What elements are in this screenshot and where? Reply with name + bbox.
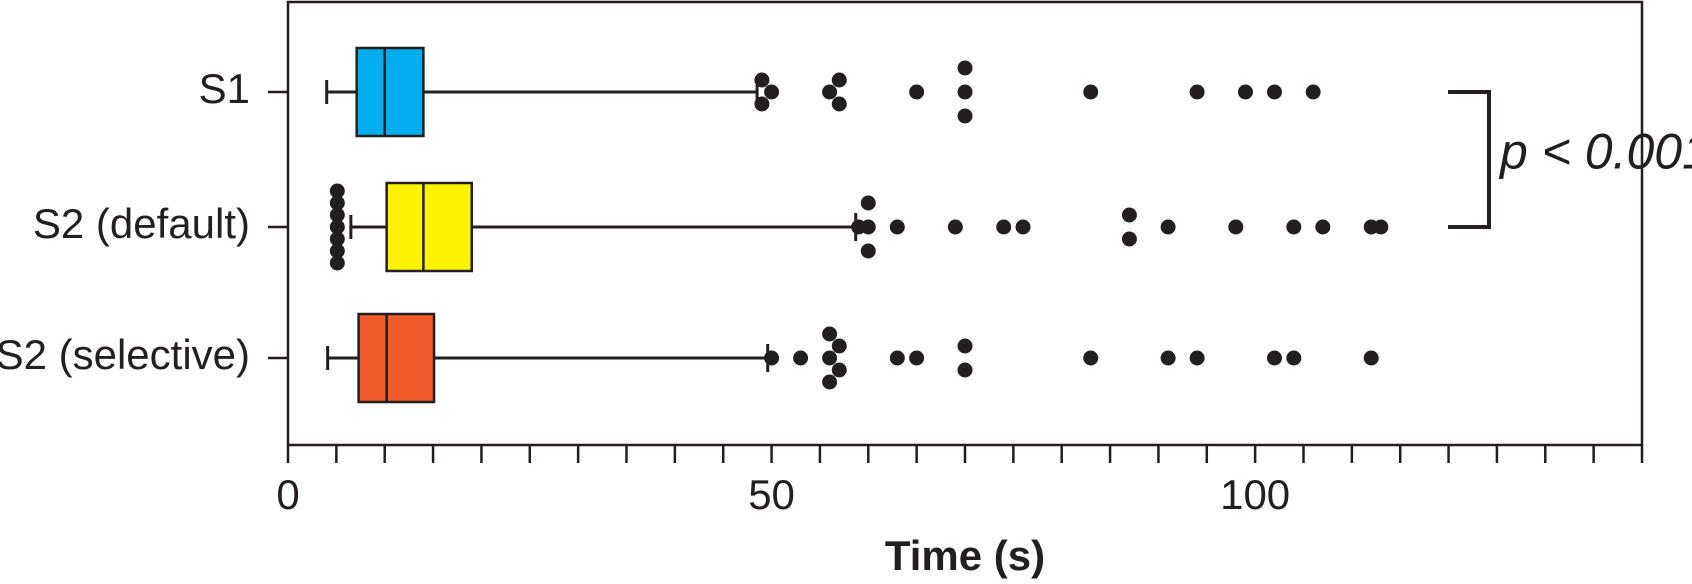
outlier bbox=[1315, 219, 1331, 235]
outlier bbox=[831, 72, 847, 88]
outlier bbox=[329, 219, 345, 235]
outlier bbox=[1228, 219, 1244, 235]
outlier bbox=[1286, 350, 1302, 366]
outlier bbox=[329, 243, 345, 259]
outlier bbox=[1266, 350, 1282, 366]
box bbox=[385, 181, 474, 273]
outlier bbox=[1189, 84, 1205, 100]
x-tick-label: 100 bbox=[1220, 471, 1290, 518]
outlier bbox=[1373, 219, 1389, 235]
annotation: p < 0.001 bbox=[1498, 124, 1692, 180]
outlier bbox=[947, 219, 963, 235]
outlier bbox=[1121, 207, 1137, 223]
outlier bbox=[860, 243, 876, 259]
outlier bbox=[860, 219, 876, 235]
outlier bbox=[1083, 350, 1099, 366]
outlier bbox=[764, 84, 780, 100]
outlier bbox=[329, 195, 345, 211]
outlier bbox=[1083, 84, 1099, 100]
outlier bbox=[889, 219, 905, 235]
box bbox=[357, 312, 436, 404]
x-tick-label: 0 bbox=[276, 471, 299, 518]
outlier bbox=[1305, 84, 1321, 100]
outlier bbox=[329, 255, 345, 271]
outlier bbox=[1286, 219, 1302, 235]
outlier bbox=[822, 350, 838, 366]
outlier bbox=[822, 84, 838, 100]
y-tick-label: S2 (default) bbox=[33, 200, 250, 247]
box bbox=[355, 46, 425, 138]
outlier bbox=[1266, 84, 1282, 100]
outlier bbox=[831, 362, 847, 378]
outlier bbox=[1121, 231, 1137, 247]
outlier bbox=[754, 96, 770, 112]
outlier bbox=[957, 338, 973, 354]
outlier bbox=[831, 338, 847, 354]
outlier bbox=[1237, 84, 1253, 100]
outlier bbox=[754, 72, 770, 88]
outlier bbox=[957, 60, 973, 76]
outlier bbox=[909, 84, 925, 100]
outlier bbox=[822, 326, 838, 342]
outlier bbox=[329, 183, 345, 199]
outlier bbox=[822, 374, 838, 390]
outlier bbox=[1189, 350, 1205, 366]
outlier bbox=[860, 195, 876, 211]
outlier bbox=[1160, 350, 1176, 366]
outlier bbox=[764, 350, 780, 366]
outlier bbox=[793, 350, 809, 366]
outlier bbox=[957, 108, 973, 124]
outlier bbox=[957, 84, 973, 100]
outlier bbox=[957, 362, 973, 378]
outlier bbox=[329, 207, 345, 223]
outlier bbox=[1015, 219, 1031, 235]
outlier bbox=[831, 96, 847, 112]
x-axis-label: Time (s) bbox=[885, 532, 1045, 579]
outlier bbox=[996, 219, 1012, 235]
significance-bracket bbox=[1448, 90, 1491, 229]
y-tick-label: S1 bbox=[199, 65, 250, 112]
y-tick-label: S2 (selective) bbox=[0, 331, 250, 378]
x-tick-label: 50 bbox=[748, 471, 795, 518]
outlier bbox=[909, 350, 925, 366]
outlier bbox=[329, 231, 345, 247]
outlier bbox=[1363, 350, 1379, 366]
outlier bbox=[889, 350, 905, 366]
outlier bbox=[1160, 219, 1176, 235]
